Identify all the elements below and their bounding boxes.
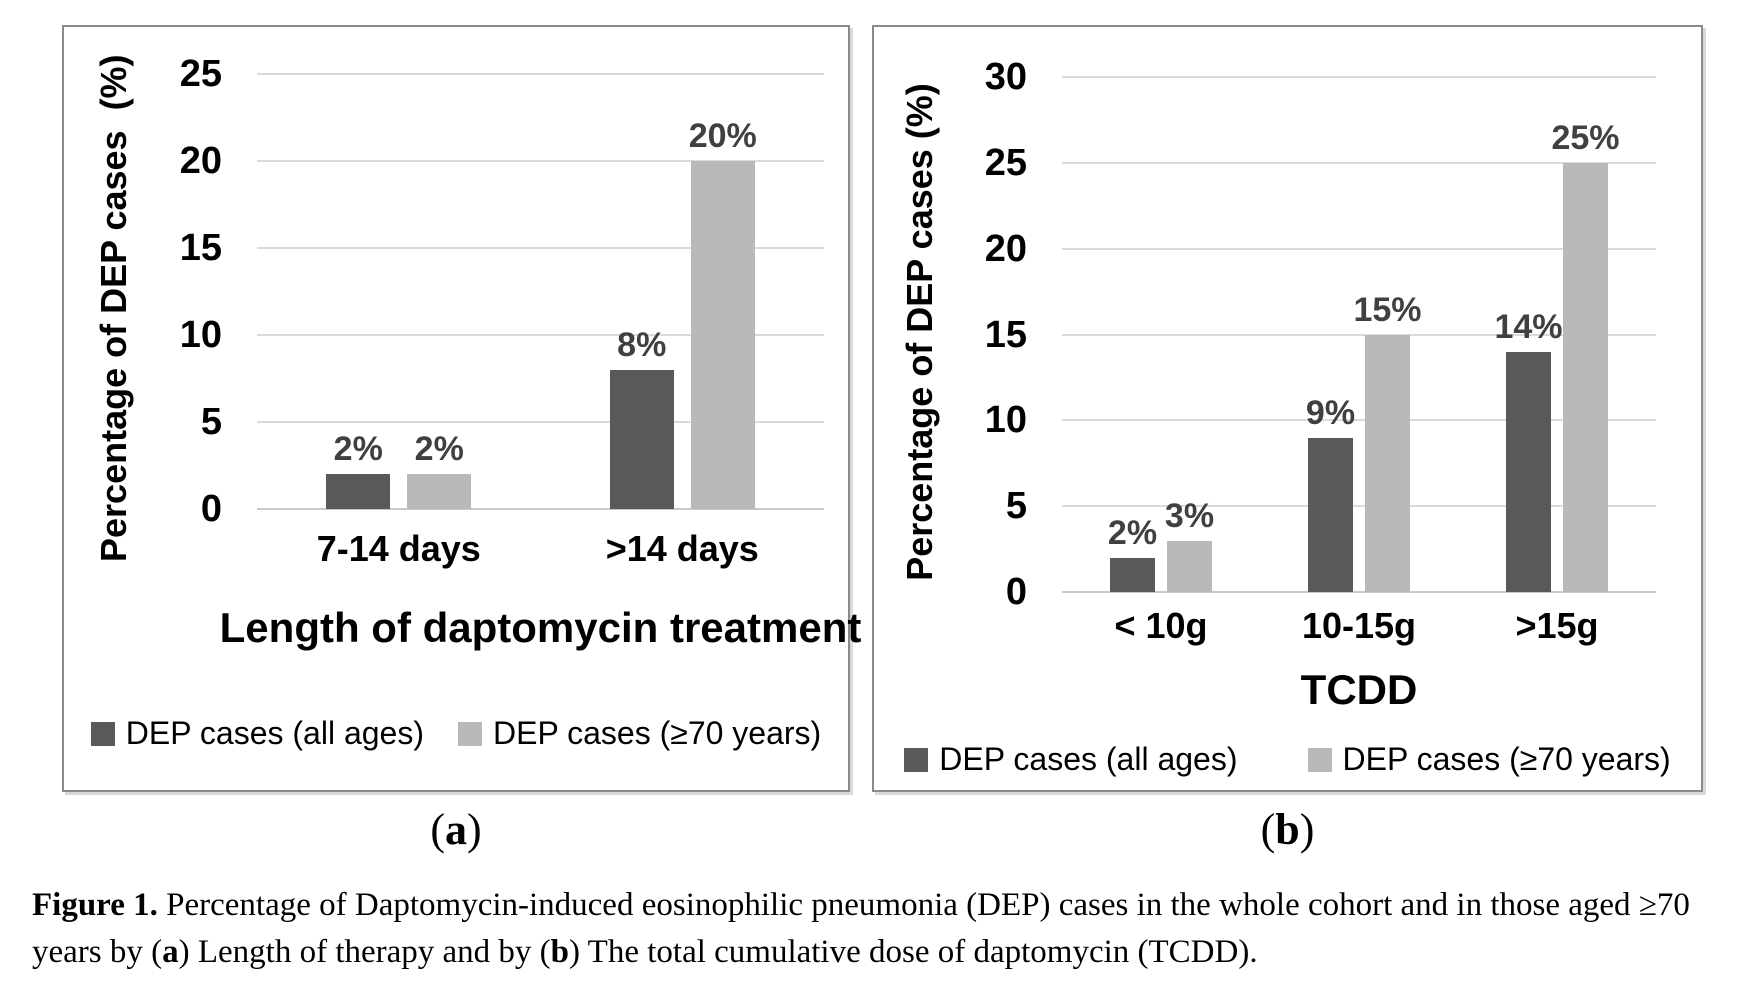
y-tick-label: 0 — [200, 488, 222, 530]
x-category-label: 10-15g — [1301, 605, 1417, 646]
bar-series1 — [1110, 557, 1155, 592]
caption-run: ( — [430, 805, 445, 854]
caption-run: ) The total cumulative dose of daptomyci… — [569, 934, 1258, 970]
legend-swatch-series1 — [90, 721, 115, 746]
legend-label: DEP cases (all ages) — [125, 715, 424, 751]
legend-item: DEP cases (all ages) — [90, 715, 424, 752]
legend-label: DEP cases (≥70 years) — [1342, 741, 1671, 777]
gridline — [1062, 161, 1656, 164]
y-tick-label: 5 — [200, 401, 222, 443]
bar-series2 — [1563, 162, 1608, 592]
bar-series2 — [1167, 540, 1212, 592]
caption-run: ) — [467, 805, 482, 854]
x-axis-title: TCDD — [1300, 666, 1418, 713]
y-tick-label: 25 — [179, 53, 222, 95]
legend-item: DEP cases (≥70 years) — [458, 715, 821, 752]
gridline — [257, 247, 824, 249]
bar-series1 — [326, 474, 391, 509]
caption-run: b — [550, 934, 570, 970]
x-axis-line — [1062, 591, 1656, 593]
bar-value-label: 20% — [688, 117, 757, 155]
caption-run: Percentage of Daptomycin-induced eosinop… — [32, 887, 1690, 970]
bar-series2 — [1365, 334, 1410, 592]
x-axis-line — [257, 508, 824, 510]
y-tick-label: 20 — [984, 227, 1027, 270]
x-category-label: 7-14 days — [316, 528, 481, 569]
bar-value-label: 8% — [617, 325, 667, 364]
figure-caption: Figure 1. Percentage of Daptomycin-induc… — [32, 882, 1732, 976]
y-tick-label: 10 — [179, 314, 222, 356]
gridline — [1062, 333, 1656, 336]
y-tick-label: 20 — [179, 140, 222, 182]
gridline — [1062, 505, 1656, 508]
x-category-label: < 10g — [1114, 605, 1208, 646]
gridline — [1062, 247, 1656, 250]
bar-value-label: 25% — [1551, 118, 1620, 157]
bar-value-label: 14% — [1494, 307, 1563, 346]
gridline — [257, 421, 824, 423]
caption-run: ) Length of therapy and by ( — [178, 934, 551, 970]
caption-run: Figure 1. — [32, 887, 158, 923]
y-tick-label: 10 — [984, 399, 1027, 442]
caption-run: a — [162, 934, 179, 970]
caption-run: a — [445, 805, 467, 854]
bar-series2 — [407, 474, 472, 509]
gridline — [257, 334, 824, 336]
gridline — [1062, 419, 1656, 422]
subfigure-label-a: (a) — [62, 802, 850, 858]
caption-run: b — [1275, 805, 1300, 854]
x-category-label: >15g — [1515, 605, 1599, 646]
y-tick-label: 0 — [1005, 571, 1027, 613]
legend: DEP cases (all ages) DEP cases (≥70 years… — [64, 715, 848, 752]
caption-run: ( — [1260, 805, 1276, 854]
y-tick-label: 15 — [179, 227, 222, 269]
x-category-label: >14 days — [605, 528, 759, 569]
y-tick-label: 30 — [984, 56, 1027, 98]
gridline — [1062, 76, 1656, 78]
gridline — [257, 160, 824, 162]
bar-value-label: 15% — [1353, 290, 1422, 329]
legend-swatch-series2 — [1307, 747, 1332, 772]
x-axis-title: Length of daptomycin treatment — [219, 604, 862, 651]
y-tick-label: 15 — [984, 313, 1027, 356]
caption-run: ) — [1299, 805, 1315, 854]
bar-series2 — [690, 161, 755, 509]
bar-value-label: 3% — [1164, 496, 1215, 535]
legend-swatch-series1 — [904, 747, 929, 772]
bar-series1 — [1506, 351, 1551, 592]
legend-swatch-series2 — [458, 721, 482, 746]
legend-item: DEP cases (≥70 years) — [1307, 741, 1671, 778]
subfigure-label-b: (b) — [872, 802, 1703, 858]
legend-label: DEP cases (all ages) — [939, 741, 1238, 777]
legend-label: DEP cases (≥70 years) — [493, 715, 822, 751]
chart-panel-b: Percentage of DEP cases (%) 0 5 10 15 20 25 30 2… — [872, 25, 1703, 792]
gridline — [257, 73, 824, 75]
bar-series1 — [1308, 437, 1353, 592]
bar-value-label: 9% — [1305, 393, 1356, 432]
chart-panel-a: Percentage of DEP cases (%) 0 5 10 15 20 25 2% 8… — [62, 25, 861, 792]
y-tick-label: 5 — [1005, 485, 1027, 528]
legend-item: DEP cases (all ages) — [904, 741, 1238, 778]
bar-value-label: 2% — [333, 430, 383, 469]
bar-value-label: 2% — [1107, 513, 1158, 552]
y-tick-label: 25 — [984, 141, 1027, 184]
bar-series1 — [609, 369, 674, 509]
bar-value-label: 2% — [414, 430, 464, 469]
legend: DEP cases (all ages) DEP cases (≥70 years… — [874, 741, 1701, 778]
